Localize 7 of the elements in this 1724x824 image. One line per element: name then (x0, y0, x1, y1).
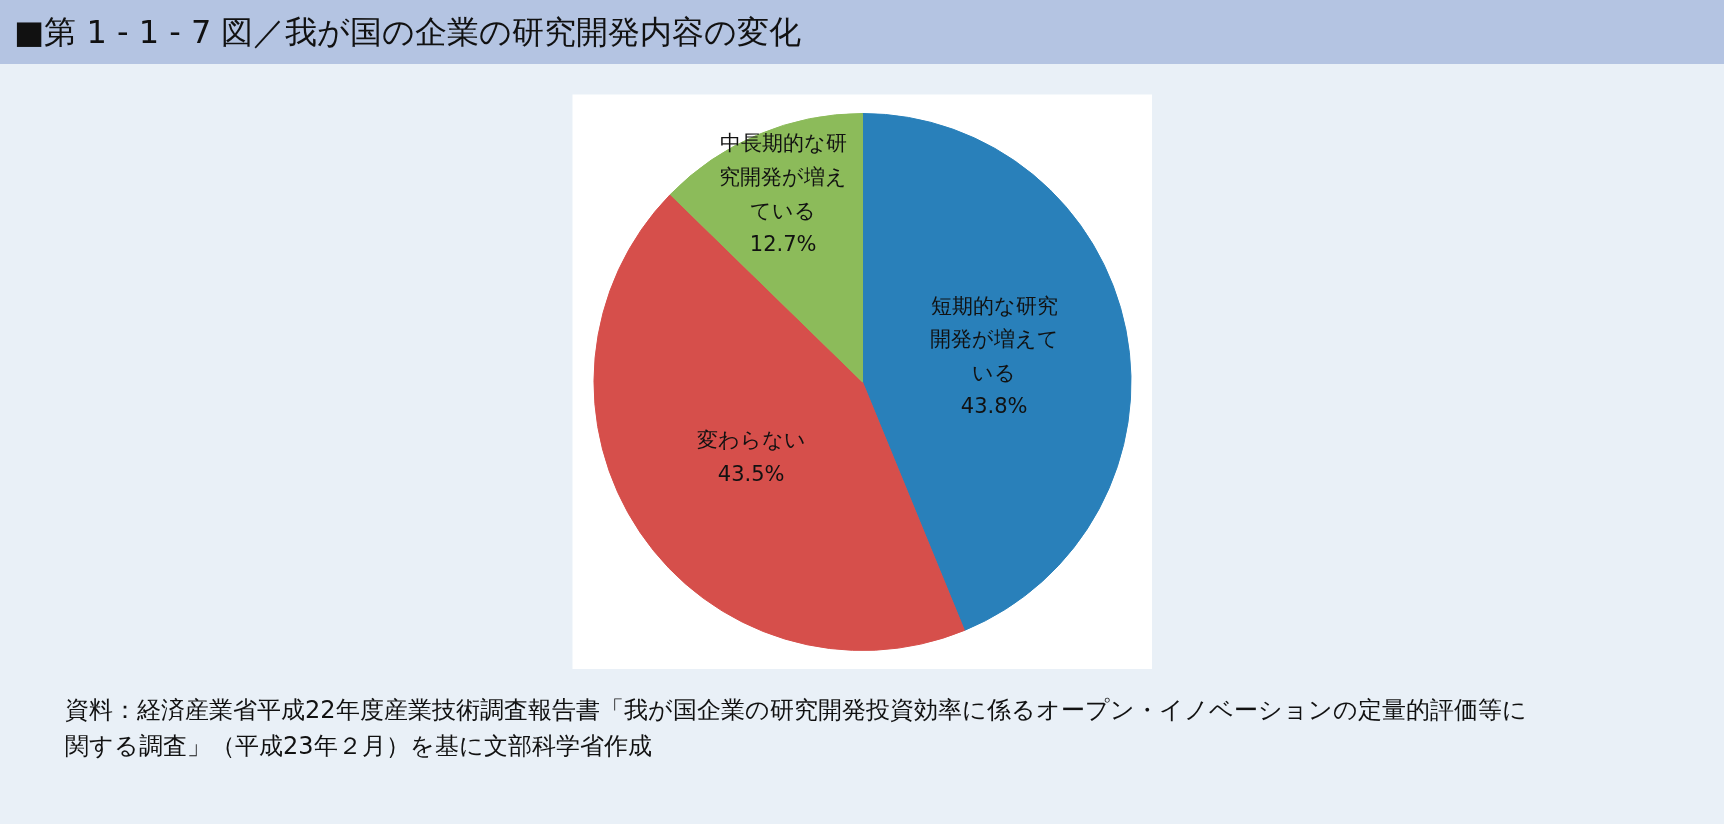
data-label: 12.7% (749, 232, 817, 257)
slice-label: 短期的な研究開発が増えている (929, 293, 1059, 385)
slice-label: 変わらない (696, 428, 806, 453)
chart-title: ■第 1 - 1 - 7 図／我が国の企業の研究開発内容の変化 (14, 12, 802, 53)
data-label: 43.8% (960, 394, 1028, 419)
text: 資料：経済産業省平成22年度産業技術調査報告書「我が国企業の研究開発投資効率に係るオープン・イノベーションの定量的評価等に関する調査」（平成23年２月）を基に文部科学省作成 (65, 695, 1528, 762)
data-label: 43.5% (717, 461, 785, 486)
